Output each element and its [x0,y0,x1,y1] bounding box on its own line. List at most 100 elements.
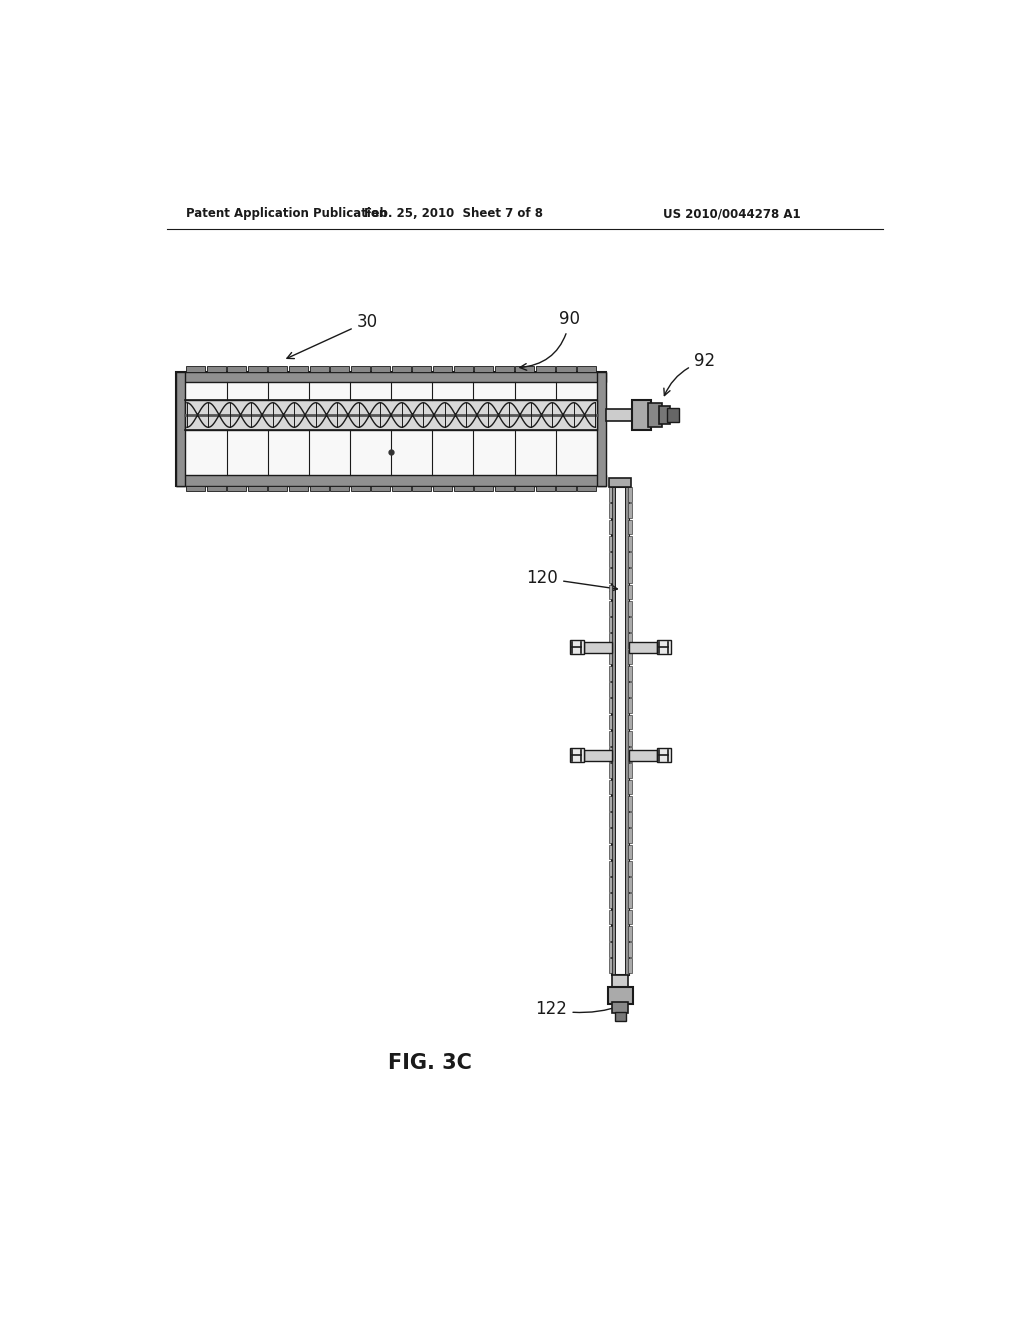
Bar [608,634,612,648]
Bar [176,372,185,486]
Bar [608,958,612,973]
Bar [628,845,632,859]
Bar [330,367,349,372]
Bar [474,486,494,491]
Bar [658,405,670,424]
Bar [628,536,632,550]
Bar [608,487,612,502]
Bar [612,1002,628,1014]
Bar [628,894,632,908]
Bar [578,367,596,372]
Bar [628,876,632,892]
Bar [608,861,612,875]
Bar [608,665,612,681]
Bar [608,698,612,713]
Bar [454,486,473,491]
Bar [628,569,632,583]
Text: FIG. 3C: FIG. 3C [388,1053,472,1073]
Bar [656,640,671,655]
Text: US 2010/0044278 A1: US 2010/0044278 A1 [663,207,801,220]
Bar [608,618,612,632]
Bar [268,486,288,491]
Bar [656,748,671,762]
Bar [667,408,679,422]
Bar [628,698,632,713]
Bar [608,682,612,697]
Bar [608,552,612,566]
Text: Patent Application Publication: Patent Application Publication [186,207,387,220]
Bar [628,958,632,973]
Bar [608,731,612,746]
Bar [612,974,628,989]
Bar [584,750,611,760]
Bar [628,487,632,502]
Bar [584,642,611,653]
Bar [628,796,632,810]
Bar [648,404,662,426]
Bar [628,682,632,697]
Bar [628,829,632,843]
Bar [608,649,612,664]
Bar [608,829,612,843]
Bar [608,569,612,583]
Bar [628,747,632,762]
Bar [614,1011,626,1020]
Bar [628,634,632,648]
Bar [608,796,612,810]
Bar [632,400,651,430]
Bar [629,750,656,760]
Bar [597,372,606,486]
Bar [608,714,612,730]
Bar [628,812,632,826]
Bar [556,486,575,491]
Bar [536,367,555,372]
Bar [628,503,632,519]
Bar [609,478,631,487]
Bar [248,367,267,372]
Bar [628,942,632,957]
Bar [608,536,612,550]
Bar [611,487,615,974]
Bar [268,367,288,372]
Text: Feb. 25, 2010  Sheet 7 of 8: Feb. 25, 2010 Sheet 7 of 8 [364,207,543,220]
Bar [392,367,411,372]
Bar [413,367,431,372]
Text: 122: 122 [536,1001,623,1018]
Bar [392,486,411,491]
Bar [628,714,632,730]
Bar [628,780,632,795]
Bar [628,763,632,777]
Bar [330,486,349,491]
Bar [628,649,632,664]
Bar [608,812,612,826]
Bar [569,640,584,655]
Bar [454,367,473,372]
Bar [536,486,555,491]
Bar [289,367,308,372]
Bar [176,372,606,486]
Bar [207,486,225,491]
Bar [578,486,596,491]
Bar [611,487,629,974]
Bar [569,748,584,762]
Text: 92: 92 [664,352,715,396]
Bar [628,925,632,941]
Bar [433,367,452,372]
Bar [176,372,606,383]
Bar [495,486,514,491]
Bar [629,642,656,653]
Bar [608,520,612,535]
Bar [628,618,632,632]
Bar [185,400,597,429]
Bar [628,601,632,615]
Bar [608,747,612,762]
Bar [495,367,514,372]
Bar [608,763,612,777]
Bar [207,367,225,372]
Bar [309,486,329,491]
Bar [289,486,308,491]
Bar [227,486,247,491]
Bar [608,503,612,519]
Bar [608,894,612,908]
Bar [628,909,632,924]
